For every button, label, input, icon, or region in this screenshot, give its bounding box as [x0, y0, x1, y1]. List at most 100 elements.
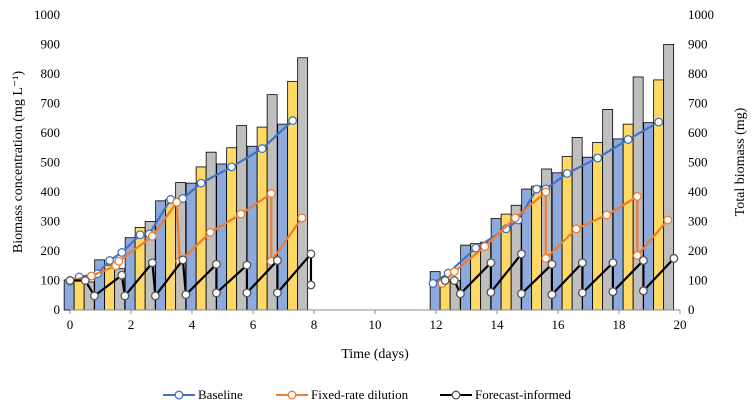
legend-item-forecast-informed: Forecast-informed	[440, 387, 572, 402]
legend: Baseline Fixed-rate dilution Forecast-in…	[163, 387, 572, 402]
point-baseline-11	[257, 144, 267, 154]
point-fixed-rate-dilution-20	[632, 191, 642, 201]
x-tick-label-9: 18	[613, 317, 626, 332]
bar-fixed-rate-6	[256, 126, 268, 311]
x-tick-label-10: 20	[674, 317, 687, 332]
point-forecast-informed-11	[242, 260, 252, 270]
point-forecast-informed-2	[89, 291, 99, 301]
y-tick-label-left-7: 700	[41, 96, 61, 111]
point-forecast-informed-32	[669, 253, 679, 263]
x-tick-label-0: 0	[67, 317, 74, 332]
point-fixed-rate-dilution-22	[663, 215, 673, 225]
bar-forecast-12	[571, 137, 583, 311]
y-tick-label-right-5: 500	[688, 155, 708, 170]
point-forecast-informed-5	[147, 258, 157, 268]
point-forecast-informed-12	[242, 288, 252, 298]
y-tick-label-left-9: 900	[41, 37, 61, 52]
bar-fixed-rate-2	[134, 226, 146, 311]
legend-item-baseline: Baseline	[163, 387, 243, 402]
legend-item-fixed-rate-dilution: Fixed-rate dilution	[276, 387, 409, 402]
point-forecast-informed-22	[516, 249, 526, 259]
point-baseline-13	[428, 279, 438, 288]
point-fixed-rate-dilution-17	[541, 253, 551, 263]
y-tick-label-right-10: 1000	[688, 7, 714, 22]
point-fixed-rate-dilution-4	[147, 231, 157, 241]
point-forecast-informed-30	[638, 255, 648, 265]
point-fixed-rate-dilution-18	[571, 224, 581, 234]
y-tick-label-right-2: 200	[688, 243, 708, 258]
legend-label-forecast-informed: Forecast-informed	[475, 387, 572, 402]
point-fixed-rate-dilution-1	[86, 271, 96, 281]
y-tick-label-right-7: 700	[688, 96, 708, 111]
point-forecast-informed-25	[547, 290, 557, 300]
bar-forecast-9	[480, 241, 492, 311]
point-forecast-informed-19	[455, 289, 465, 299]
point-forecast-informed-3	[117, 270, 127, 280]
point-fixed-rate-dilution-14	[480, 242, 490, 252]
bar-fixed-rate-11	[531, 185, 543, 311]
point-fixed-rate-dilution-8	[236, 209, 246, 219]
point-forecast-informed-18	[449, 276, 459, 285]
point-baseline-5	[135, 230, 145, 240]
bar-fixed-rate-13	[592, 142, 604, 311]
point-forecast-informed-31	[638, 286, 648, 296]
y-tick-label-left-1: 100	[41, 273, 61, 288]
point-baseline-10	[227, 162, 237, 172]
y-tick-label-left-6: 600	[41, 125, 61, 140]
x-tick-label-3: 6	[250, 317, 257, 332]
point-forecast-informed-29	[608, 287, 618, 297]
point-baseline-8	[178, 194, 188, 203]
legend-marker-baseline	[174, 390, 184, 400]
point-forecast-informed-13	[272, 255, 282, 265]
point-baseline-15	[471, 243, 481, 253]
point-fixed-rate-dilution-19	[602, 210, 612, 220]
bar-baseline-6	[246, 145, 258, 311]
y-tick-label-right-3: 300	[688, 214, 708, 229]
point-baseline-20	[562, 168, 572, 178]
x-tick-label-7: 14	[491, 317, 505, 332]
point-fixed-rate-dilution-15	[510, 213, 520, 223]
legend-label-fixed-rate-dilution: Fixed-rate dilution	[311, 387, 409, 402]
bar-forecast-7	[297, 57, 309, 311]
y-tick-label-right-6: 600	[688, 125, 708, 140]
lines-layer	[65, 116, 679, 301]
point-forecast-informed-1	[80, 276, 90, 285]
point-forecast-informed-9	[211, 259, 221, 269]
point-baseline-22	[623, 135, 633, 144]
point-fixed-rate-dilution-13	[449, 267, 459, 277]
y-tick-label-right-0: 0	[688, 302, 695, 317]
bar-fixed-rate-5	[226, 147, 238, 311]
point-forecast-informed-26	[577, 258, 587, 268]
legend-marker-fixed-rate-dilution	[287, 390, 297, 400]
point-fixed-rate-dilution-21	[632, 250, 642, 260]
point-fixed-rate-dilution-5	[172, 197, 182, 207]
point-baseline-21	[593, 153, 603, 163]
point-forecast-informed-14	[272, 288, 282, 298]
y-tick-label-right-4: 400	[688, 184, 708, 199]
point-forecast-informed-20	[486, 258, 496, 268]
point-forecast-informed-17	[440, 276, 450, 285]
bar-forecast-15	[663, 44, 675, 311]
y-axis-left-title: Biomass concentration (mg L⁻¹)	[11, 71, 26, 254]
bar-fixed-rate-14	[622, 123, 634, 311]
point-forecast-informed-21	[486, 287, 496, 297]
x-tick-label-5: 10	[369, 317, 382, 332]
point-forecast-informed-24	[547, 259, 557, 269]
line-forecast-informed-1	[445, 252, 675, 296]
x-tick-label-1: 2	[128, 317, 135, 332]
legend-label-baseline: Baseline	[198, 387, 243, 402]
x-tick-label-6: 12	[430, 317, 443, 332]
bar-baseline-14	[612, 138, 624, 311]
point-baseline-3	[105, 255, 115, 265]
point-forecast-informed-0	[65, 276, 75, 285]
point-forecast-informed-4	[120, 291, 130, 301]
y-tick-label-right-1: 100	[688, 273, 708, 288]
y-tick-label-left-5: 500	[41, 155, 61, 170]
y-tick-label-left-4: 400	[41, 184, 61, 199]
point-fixed-rate-dilution-9	[266, 189, 276, 198]
point-forecast-informed-10	[211, 288, 221, 298]
y-axis-right-title: Total biomass (mg)	[733, 107, 748, 216]
y-tick-label-right-9: 900	[688, 37, 708, 52]
point-forecast-informed-8	[181, 290, 191, 300]
